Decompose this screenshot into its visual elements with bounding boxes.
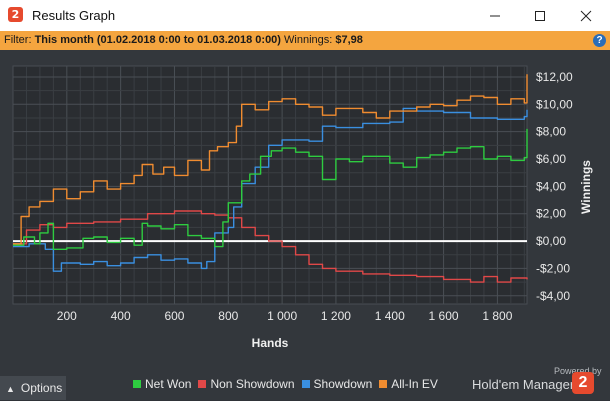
y-axis-label: Winnings xyxy=(579,160,593,214)
chart-legend: Net Won Non Showdown Showdown All-In EV xyxy=(133,377,445,391)
filter-range: This month (01.02.2018 0:00 to 01.03.201… xyxy=(34,34,281,46)
y-tick-label: -$4,00 xyxy=(536,289,570,303)
window-title: Results Graph xyxy=(32,8,116,23)
legend-label: All-In EV xyxy=(391,377,438,391)
close-button[interactable] xyxy=(563,0,609,31)
brand-name: Hold'em Manager xyxy=(472,377,575,392)
powered-by-text: Powered by xyxy=(554,366,602,376)
brand-block: Powered by Hold'em Manager 2 xyxy=(472,366,610,400)
results-chart: 200 400 600 800 1 000 1 200 1 400 1 600 1 800 -$… xyxy=(0,50,610,368)
y-tick-label: $4,00 xyxy=(536,179,566,193)
series-layer xyxy=(13,74,528,283)
legend-label: Net Won xyxy=(145,377,192,391)
minimize-button[interactable] xyxy=(472,0,518,31)
title-bar: 2 Results Graph xyxy=(0,0,610,31)
help-icon[interactable]: ? xyxy=(593,34,606,47)
maximize-icon xyxy=(535,10,545,21)
app-logo-icon: 2 xyxy=(8,7,23,22)
y-tick-label: $10,00 xyxy=(536,97,573,111)
options-button[interactable]: ▲ Options xyxy=(0,376,66,400)
x-tick-label: 1 800 xyxy=(482,309,512,323)
plot-background xyxy=(12,65,528,305)
x-tick-label: 1 200 xyxy=(321,309,351,323)
x-tick-label: 800 xyxy=(218,309,238,323)
legend-swatch xyxy=(133,380,141,388)
filter-bar[interactable]: Filter: This month (01.02.2018 0:00 to 0… xyxy=(0,31,610,50)
legend-swatch xyxy=(379,380,388,388)
maximize-button[interactable] xyxy=(517,0,563,31)
y-tick-label: $0,00 xyxy=(536,234,566,248)
x-tick-label: 1 600 xyxy=(429,309,459,323)
y-tick-label: -$2,00 xyxy=(536,261,570,275)
legend-swatch xyxy=(301,380,310,388)
winnings-label: Winnings: xyxy=(280,34,336,46)
legend-swatch xyxy=(198,380,207,388)
x-tick-label: 200 xyxy=(57,309,77,323)
x-axis-label: Hands xyxy=(252,336,289,350)
legend-item-allin-ev[interactable]: All-In EV xyxy=(379,377,438,391)
x-tick-label: 1 400 xyxy=(375,309,405,323)
series-line-non-showdown xyxy=(13,210,528,283)
series-line-all-in-ev xyxy=(13,74,528,245)
chart-svg: 200 400 600 800 1 000 1 200 1 400 1 600 1 800 -$… xyxy=(12,65,593,350)
chevron-up-icon: ▲ xyxy=(6,384,15,394)
y-tick-label: $2,00 xyxy=(536,207,566,221)
winnings-value: $7,98 xyxy=(335,34,363,46)
series-line-showdown xyxy=(13,107,528,272)
legend-label: Non Showdown xyxy=(210,377,295,391)
close-icon xyxy=(580,10,592,21)
series-line-net-won xyxy=(13,128,528,250)
y-tick-label: $12,00 xyxy=(536,70,573,84)
legend-item-showdown[interactable]: Showdown xyxy=(301,377,373,391)
y-tick-label: $6,00 xyxy=(536,152,566,166)
x-tick-label: 1 000 xyxy=(267,309,297,323)
filter-prefix: Filter: xyxy=(4,34,35,46)
x-tick-labels: 200 400 600 800 1 000 1 200 1 400 1 600 1 800 xyxy=(57,309,513,323)
bottom-bar: ▲ Options Net Won Non Showdown Showdown A… xyxy=(0,366,610,400)
x-tick-label: 600 xyxy=(164,309,184,323)
y-tick-label: $8,00 xyxy=(536,125,566,139)
legend-item-non-showdown[interactable]: Non Showdown xyxy=(198,377,295,391)
brand-logo-icon: 2 xyxy=(572,372,594,394)
legend-label: Showdown xyxy=(313,377,373,391)
y-tick-labels: -$4,00 -$2,00 $0,00 $2,00 $4,00 $6,00 $8,00 $10… xyxy=(536,70,573,303)
minimize-icon xyxy=(490,15,500,16)
legend-item-net-won[interactable]: Net Won xyxy=(133,377,191,391)
options-label: Options xyxy=(20,381,63,395)
x-tick-label: 400 xyxy=(111,309,131,323)
